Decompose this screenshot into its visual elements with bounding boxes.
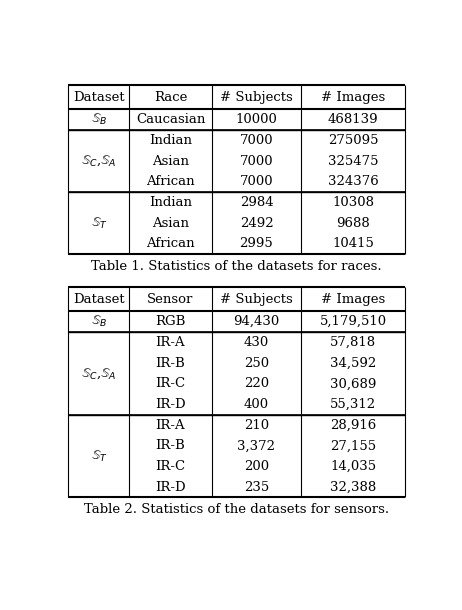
Text: 3,372: 3,372	[237, 439, 275, 452]
Text: # Images: # Images	[321, 293, 385, 306]
Text: 2492: 2492	[240, 217, 274, 229]
Text: $\mathbb{S}_C$,$\mathbb{S}_A$: $\mathbb{S}_C$,$\mathbb{S}_A$	[81, 366, 117, 381]
Text: African: African	[146, 237, 195, 250]
Text: IR-A: IR-A	[156, 336, 185, 349]
Text: IR-B: IR-B	[156, 357, 185, 370]
Text: 324376: 324376	[328, 175, 378, 188]
Text: 14,035: 14,035	[330, 460, 376, 473]
Text: IR-A: IR-A	[156, 418, 185, 432]
Text: 57,818: 57,818	[330, 336, 376, 349]
Text: $\mathbb{S}_B$: $\mathbb{S}_B$	[91, 112, 107, 127]
Text: IR-C: IR-C	[156, 460, 186, 473]
Text: $\mathbb{S}_C$,$\mathbb{S}_A$: $\mathbb{S}_C$,$\mathbb{S}_A$	[81, 154, 117, 168]
Text: # Subjects: # Subjects	[220, 293, 293, 306]
Text: IR-D: IR-D	[155, 398, 186, 411]
Text: 94,430: 94,430	[233, 315, 280, 328]
Text: Race: Race	[154, 91, 187, 104]
Text: 10308: 10308	[332, 196, 374, 209]
Text: 32,388: 32,388	[330, 481, 376, 493]
Text: $\mathbb{S}_T$: $\mathbb{S}_T$	[91, 448, 107, 464]
Text: Sensor: Sensor	[147, 293, 194, 306]
Text: 430: 430	[244, 336, 269, 349]
Text: 400: 400	[244, 398, 269, 411]
Text: Asian: Asian	[152, 154, 189, 168]
Text: 7000: 7000	[240, 134, 274, 147]
Text: RGB: RGB	[155, 315, 186, 328]
Text: 55,312: 55,312	[330, 398, 376, 411]
Text: Table 1. Statistics of the datasets for races.: Table 1. Statistics of the datasets for …	[91, 260, 382, 273]
Text: African: African	[146, 175, 195, 188]
Text: 34,592: 34,592	[330, 357, 376, 370]
Text: 30,689: 30,689	[330, 377, 377, 390]
Text: 5,179,510: 5,179,510	[320, 315, 387, 328]
Text: Dataset: Dataset	[73, 293, 125, 306]
Text: 7000: 7000	[240, 175, 274, 188]
Text: IR-B: IR-B	[156, 439, 185, 452]
Text: $\mathbb{S}_T$: $\mathbb{S}_T$	[91, 215, 107, 231]
Text: 220: 220	[244, 377, 269, 390]
Text: Dataset: Dataset	[73, 91, 125, 104]
Text: 28,916: 28,916	[330, 418, 376, 432]
Text: 468139: 468139	[328, 113, 378, 126]
Text: # Subjects: # Subjects	[220, 91, 293, 104]
Text: 250: 250	[244, 357, 269, 370]
Text: 10415: 10415	[332, 237, 374, 250]
Text: 9688: 9688	[336, 217, 370, 229]
Text: IR-D: IR-D	[155, 481, 186, 493]
Text: Caucasian: Caucasian	[136, 113, 205, 126]
Text: 200: 200	[244, 460, 269, 473]
Text: Asian: Asian	[152, 217, 189, 229]
Text: Table 2. Statistics of the datasets for sensors.: Table 2. Statistics of the datasets for …	[84, 503, 389, 516]
Text: 27,155: 27,155	[330, 439, 376, 452]
Text: 2995: 2995	[240, 237, 274, 250]
Text: 10000: 10000	[236, 113, 277, 126]
Text: 2984: 2984	[240, 196, 274, 209]
Text: 235: 235	[244, 481, 269, 493]
Text: 325475: 325475	[328, 154, 378, 168]
Text: Indian: Indian	[149, 196, 192, 209]
Text: 7000: 7000	[240, 154, 274, 168]
Text: 275095: 275095	[328, 134, 378, 147]
Text: $\mathbb{S}_B$: $\mathbb{S}_B$	[91, 314, 107, 329]
Text: 210: 210	[244, 418, 269, 432]
Text: Indian: Indian	[149, 134, 192, 147]
Text: IR-C: IR-C	[156, 377, 186, 390]
Text: # Images: # Images	[321, 91, 385, 104]
